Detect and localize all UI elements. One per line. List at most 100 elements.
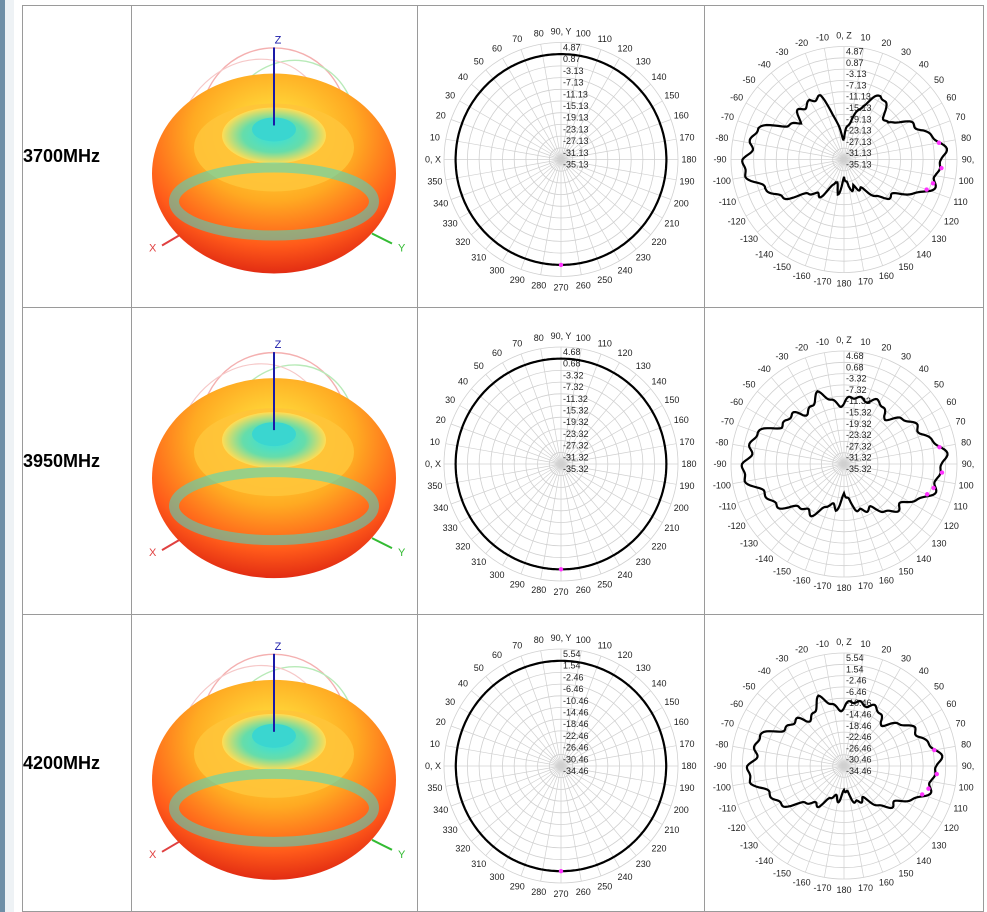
angle-label: 240	[617, 570, 632, 580]
angle-label: -150	[773, 868, 791, 878]
angle-label: -20	[795, 38, 808, 48]
angle-label: 150	[664, 697, 679, 707]
angle-label: 40	[919, 60, 929, 70]
angle-label: -160	[793, 576, 811, 586]
ring-value-label: -26.46	[846, 743, 872, 753]
ring-value-label: -7.32	[563, 382, 584, 392]
grid-spoke	[560, 405, 663, 465]
pattern-trace	[745, 694, 944, 810]
angle-label: 350	[427, 783, 442, 793]
angle-label: 320	[455, 237, 470, 247]
grid-spoke	[485, 69, 562, 160]
grid-spoke	[757, 463, 845, 537]
ring-value-label: -23.13	[563, 124, 589, 134]
z-axis-label: Z	[275, 339, 282, 351]
angle-label: 150	[898, 262, 913, 272]
angle-label: 90,	[962, 459, 975, 469]
grid-spoke	[843, 120, 951, 160]
grid-spoke	[787, 159, 845, 258]
angle-label: 10	[430, 132, 440, 142]
grid-spoke	[450, 463, 562, 505]
grid-spoke	[445, 159, 562, 181]
grid-spoke	[843, 463, 883, 571]
pattern-center	[252, 117, 296, 142]
grid-spoke	[843, 102, 943, 160]
grid-spoke	[560, 463, 677, 485]
angle-label: 120	[617, 348, 632, 358]
grid-spoke	[560, 159, 663, 219]
angle-label: 60	[492, 650, 502, 660]
grid-spoke	[843, 463, 931, 537]
grid-spoke	[732, 765, 845, 786]
ring-value-label: -34.46	[846, 766, 872, 776]
angle-label: 0, X	[425, 459, 441, 469]
grid-spoke	[450, 765, 562, 807]
grid-spoke	[771, 377, 845, 465]
angle-label: -60	[730, 699, 743, 709]
grid-spoke	[471, 388, 562, 465]
frequency-label: 3700MHz	[22, 5, 132, 308]
angle-label: -70	[721, 719, 734, 729]
grid-spoke	[471, 463, 562, 540]
x-axis-line	[161, 539, 180, 551]
angle-label: 110	[953, 803, 967, 813]
angle-label: 50	[474, 663, 484, 673]
pattern-trace	[454, 53, 668, 266]
ring-value-label: 0.87	[846, 58, 864, 68]
grid-spoke	[843, 667, 901, 767]
grid-spoke	[805, 659, 845, 767]
grid-spoke	[459, 159, 562, 219]
pattern-3d: Z X Y	[149, 641, 406, 880]
grid-spoke	[445, 138, 562, 160]
angle-label: -140	[755, 856, 773, 866]
grid-spoke	[843, 159, 917, 247]
grid-spoke	[560, 463, 582, 580]
grid-spoke	[502, 664, 562, 767]
x-axis-label: X	[149, 849, 157, 861]
angle-label: 260	[576, 887, 591, 897]
pattern-3d: Z X Y	[149, 34, 406, 274]
angle-label: 90,	[962, 761, 975, 771]
grid-spoke	[843, 72, 917, 160]
angle-label: -50	[743, 379, 756, 389]
angle-label: 140	[916, 856, 931, 866]
angle-label: 90,	[962, 155, 975, 165]
y-axis-line	[371, 232, 393, 245]
ring-value-label: -2.46	[846, 676, 867, 686]
grid-spoke	[732, 159, 845, 180]
ring-value-label: 4.87	[846, 47, 864, 57]
angle-label: 330	[443, 825, 458, 835]
grid-spoke	[471, 765, 562, 842]
grid-spoke	[560, 443, 677, 465]
grid-spoke	[560, 463, 663, 523]
angle-label: 130	[636, 663, 651, 673]
angle-label: 340	[433, 805, 448, 815]
grid-spoke	[560, 159, 672, 200]
angle-label: 310	[471, 253, 486, 263]
angle-label: 60	[946, 397, 956, 407]
angle-label: 70	[956, 417, 966, 427]
grid-spoke	[560, 348, 582, 465]
grid-spoke	[824, 463, 845, 576]
grid-spoke	[450, 119, 562, 160]
grid-spoke	[560, 725, 672, 767]
angle-label: 180	[681, 459, 696, 469]
grid-spoke	[502, 159, 562, 261]
angle-label: 140	[916, 554, 931, 564]
grid-spoke	[560, 423, 672, 465]
grid-spoke	[485, 374, 562, 465]
ring-value-label: -3.13	[563, 66, 584, 76]
grid-spoke	[450, 159, 562, 200]
angle-label: -50	[743, 75, 756, 85]
angle-label: 220	[652, 843, 667, 853]
angle-label: 40	[919, 364, 929, 374]
grid-spoke	[737, 463, 845, 503]
grid-spoke	[737, 765, 845, 805]
angle-label: 80	[961, 437, 971, 447]
angle-label: 180	[836, 279, 851, 289]
grid-spoke	[843, 48, 864, 160]
grid-spoke	[560, 362, 620, 465]
ring-value-label: 5.54	[846, 653, 864, 663]
grid-spoke	[520, 655, 562, 767]
